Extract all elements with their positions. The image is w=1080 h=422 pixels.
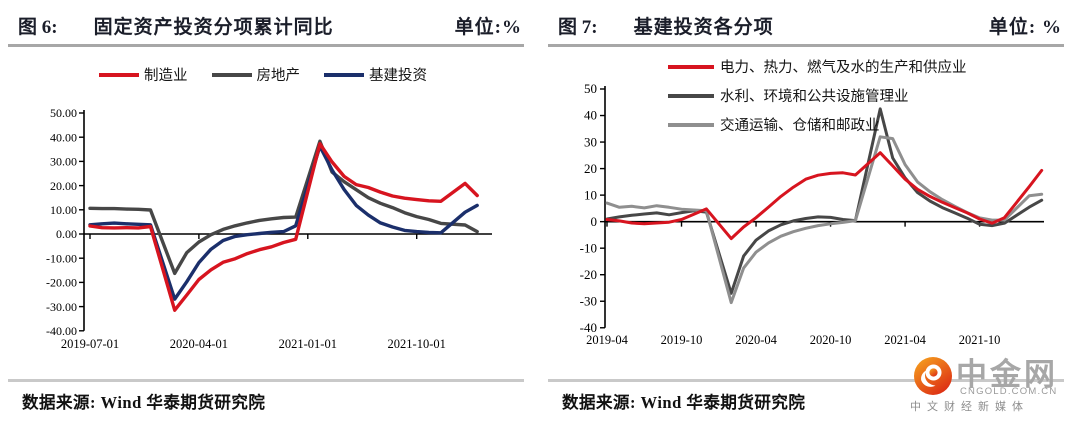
y-axis-tick-label: -20.00 <box>46 276 77 290</box>
y-axis-tick-label: -30 <box>580 293 597 308</box>
y-axis-tick-label: 10 <box>584 187 597 202</box>
figure6-line-chart: 50.00 40.00 30.00 20.00 10.00 0.00 -10.00 -20.0… <box>46 106 492 351</box>
y-axis-tick-label: 20 <box>584 161 597 176</box>
legend-label: 交通运输、仓储和邮政业 <box>720 118 880 134</box>
legend-label: 电力、热力、燃气及水的生产和供应业 <box>720 60 967 76</box>
figure6-panel: 图 6: 固定资产投资分项累计同比 单位:% 制造业 房地产 基建投资 50.00 4… <box>0 12 526 412</box>
y-axis-tick-label: 40 <box>584 108 597 123</box>
y-axis-tick-label: 20.00 <box>50 179 77 193</box>
y-axis-tick-label: -30.00 <box>46 300 77 314</box>
x-axis-tick-label: 2019-04 <box>586 333 628 347</box>
legend-label: 基建投资 <box>369 68 427 84</box>
figure7-title-rule <box>548 44 1064 47</box>
legend-item: 水利、环境和公共设施管理业 <box>668 85 967 106</box>
figure6-unit-label: 单位:% <box>454 17 522 38</box>
legend-swatch-icon <box>324 72 364 77</box>
series-line <box>88 139 479 276</box>
x-axis-tick-label: 2020-04 <box>735 333 777 347</box>
legend-swatch-icon <box>668 64 714 69</box>
figure7-unit-label: 单位: % <box>988 17 1062 38</box>
x-axis-tick-label: 2020-04-01 <box>170 337 228 351</box>
figure7-source-text: 数据来源: Wind 华泰期货研究院 <box>562 393 806 412</box>
y-axis-tick-label: 50 <box>584 81 597 96</box>
legend-item: 制造业 <box>99 64 188 85</box>
y-axis-tick-label: -20 <box>580 267 597 282</box>
x-axis-tick-label: 2020-10 <box>810 333 852 347</box>
legend-item: 房地产 <box>211 64 301 85</box>
y-axis-tick-label: 50.00 <box>50 106 77 120</box>
figure7-bottom-rule <box>548 379 1064 382</box>
cngold-logo-tagline: 中文财经新媒体 <box>910 401 1029 413</box>
legend-item: 交通运输、仓储和邮政业 <box>668 114 967 135</box>
legend-item: 电力、热力、燃气及水的生产和供应业 <box>668 56 967 77</box>
figure7-header: 图 7: 基建投资各分项 单位: % <box>558 12 1062 39</box>
y-axis-tick-label: 30 <box>584 134 597 149</box>
y-axis-tick-label: -10.00 <box>46 251 77 265</box>
figure7-title: 基建投资各分项 <box>633 17 774 38</box>
legend-label: 房地产 <box>256 68 301 84</box>
legend-label: 制造业 <box>144 68 188 84</box>
y-axis-tick-label: 0 <box>591 214 598 229</box>
y-axis-tick-label: 40.00 <box>50 130 77 144</box>
y-axis-tick-label: -40.00 <box>46 324 77 338</box>
legend-swatch-icon <box>668 122 714 127</box>
figure6-source-text: 数据来源: Wind 华泰期货研究院 <box>22 393 266 412</box>
legend-swatch-icon <box>668 93 714 98</box>
y-axis-tick-label: 30.00 <box>50 155 77 169</box>
figure6-title: 固定资产投资分项累计同比 <box>93 17 334 38</box>
cngold-logo-name: 中金网 <box>956 357 1058 392</box>
x-axis-tick-label: 2021-10-01 <box>388 337 446 351</box>
series-line <box>605 107 1044 295</box>
x-axis-tick-label: 2019-07-01 <box>61 337 119 351</box>
figure7-legend: 电力、热力、燃气及水的生产和供应业 水利、环境和公共设施管理业 交通运输、仓储和邮政… <box>668 56 967 135</box>
cngold-logo-domain: CNGOLD.COM.CN <box>960 386 1058 397</box>
x-axis-tick-label: 2021-01-01 <box>279 337 337 351</box>
legend-item: 基建投资 <box>324 64 427 85</box>
x-axis-tick-label: 2019-10 <box>661 333 703 347</box>
x-axis-tick-label: 2021-04 <box>884 333 926 347</box>
legend-label: 水利、环境和公共设施管理业 <box>720 89 909 105</box>
series-line <box>605 135 1044 305</box>
series-line <box>605 151 1044 241</box>
figure7-label: 图 7: <box>558 17 598 38</box>
cngold-logo-mark-icon <box>914 357 952 395</box>
legend-swatch-icon <box>99 72 139 77</box>
figure6-legend: 制造业 房地产 基建投资 <box>0 64 526 85</box>
figure6-title-rule <box>8 44 524 47</box>
y-axis-tick-label: -40 <box>580 320 597 335</box>
series-line <box>88 142 479 312</box>
cngold-logo: 中金网 CNGOLD.COM.CN 中文财经新媒体 <box>908 349 1076 413</box>
y-axis-tick-label: 10.00 <box>50 203 77 217</box>
y-axis-tick-label: 0.00 <box>56 227 77 241</box>
figure7-panel: 图 7: 基建投资各分项 单位: % 50 40 30 20 10 0 -10 -20 -30 -… <box>540 0 1080 422</box>
figure6-bottom-rule <box>8 379 524 382</box>
x-axis-tick-label: 2021-10 <box>959 333 1001 347</box>
y-axis-tick-label: -10 <box>580 240 597 255</box>
figure6-label: 图 6: <box>18 17 58 38</box>
figure6-header: 图 6: 固定资产投资分项累计同比 单位:% <box>18 12 522 39</box>
series-line <box>88 144 479 301</box>
legend-swatch-icon <box>211 72 252 77</box>
